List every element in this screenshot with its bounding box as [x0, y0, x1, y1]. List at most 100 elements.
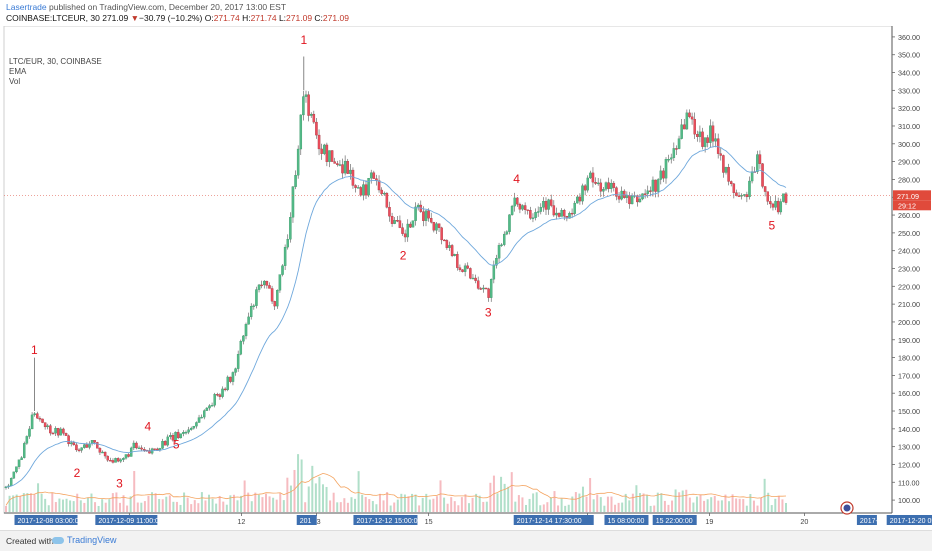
candle-body [711, 125, 715, 142]
candle-body [294, 175, 297, 187]
candle-body [231, 372, 235, 382]
candle-body [213, 394, 216, 406]
time-badge-label: 2017-12-14 17:30:00 [517, 518, 582, 525]
volume-bar [489, 482, 492, 512]
candle-body [69, 442, 73, 445]
candle-body [683, 124, 686, 130]
volume-bar [400, 493, 403, 512]
candle-body [349, 169, 352, 174]
candle-body [750, 171, 754, 182]
volume-bar [361, 494, 364, 512]
volume-bar [346, 502, 349, 512]
volume-bar [606, 496, 609, 512]
candle-body [698, 131, 702, 137]
candle-body [435, 223, 438, 231]
volume-bar [393, 502, 396, 512]
chart-area[interactable]: 100.00 110.00 120.00 130.00 140.00 150.00 160.… [0, 26, 932, 530]
volume-bar [517, 495, 520, 512]
tradingview-logo[interactable]: TradingView [52, 535, 117, 545]
candle-body [356, 187, 360, 189]
volume-bar [126, 505, 129, 512]
y-tick-label: 220.00 [898, 282, 920, 291]
volume-bar [653, 505, 656, 512]
candle-body [336, 163, 339, 165]
volume-bar [785, 502, 787, 512]
author-link[interactable]: Lasertrade [6, 2, 47, 12]
x-tick-label: 15 [425, 517, 433, 526]
candle-body [690, 116, 694, 120]
candle-body [594, 182, 597, 184]
volume-bar [414, 494, 417, 512]
candle-body [596, 182, 600, 185]
volume-bar [663, 500, 666, 512]
volume-bar [631, 493, 634, 512]
candle-body [492, 265, 496, 280]
candle-body [333, 161, 336, 164]
volume-bar [115, 492, 118, 512]
volume-bar [76, 493, 79, 512]
volume-bar [460, 497, 463, 512]
volume-bar [250, 501, 253, 512]
candle-body [776, 200, 780, 213]
volume-bar [571, 496, 574, 512]
volume-bar [22, 493, 25, 512]
candle-body [195, 422, 198, 427]
candle-body [748, 180, 751, 198]
plot-frame [3, 26, 893, 514]
candle-body [604, 182, 608, 190]
time-badge [296, 515, 317, 525]
volume-bar [678, 492, 681, 512]
candle-body [166, 436, 169, 446]
volume-bar [108, 499, 111, 512]
volume-bar [101, 499, 104, 512]
price-chart[interactable]: 100.00 110.00 120.00 130.00 140.00 150.00 160.… [0, 26, 932, 530]
candle-body [769, 201, 772, 205]
candle-body [560, 210, 563, 217]
candle-body [602, 189, 605, 192]
volume-bar [560, 498, 563, 512]
volume-bar [104, 502, 107, 512]
candle-body [497, 245, 501, 259]
candle-body [771, 203, 775, 208]
candle-body [184, 431, 188, 434]
candle-body [469, 268, 472, 279]
candle-body [437, 223, 441, 228]
volume-bar [83, 502, 86, 512]
volume-bar [628, 500, 631, 512]
volume-bar [183, 492, 186, 512]
volume-bar [44, 498, 47, 512]
close-value: 271.09 [322, 13, 349, 23]
candle-body [552, 205, 556, 216]
volume-bar [343, 498, 346, 512]
wave-label: 2 [74, 466, 81, 480]
candle-body [495, 258, 498, 266]
candle-body [247, 316, 250, 325]
candle-body [343, 160, 347, 174]
candle-body [330, 150, 334, 162]
volume-bar [528, 498, 531, 512]
volume-bar [450, 497, 453, 512]
volume-bar [646, 495, 649, 512]
candle-body [341, 164, 344, 174]
volume-bar [403, 494, 406, 512]
legend-ema: EMA [9, 67, 27, 76]
time-badge [886, 515, 932, 525]
candle-body [362, 184, 365, 196]
publish-line: Lasertrade published on TradingView.com,… [6, 2, 286, 12]
volume-bar [596, 494, 599, 512]
volume-bar [535, 492, 538, 512]
last-price-label: 271.09 [897, 192, 919, 201]
candle-body [729, 181, 733, 185]
candle-body [680, 124, 683, 139]
open-value: 271.74 [213, 13, 240, 23]
candle-body [654, 179, 657, 192]
candle-body [380, 189, 383, 195]
high-value: 271.74 [250, 13, 277, 23]
candle-body [659, 170, 663, 180]
candle-body [229, 376, 232, 382]
candle-body [383, 192, 386, 195]
candle-body [513, 197, 516, 207]
candle-body [570, 212, 574, 215]
candle-body [719, 153, 723, 156]
open-label: O: [204, 13, 214, 23]
